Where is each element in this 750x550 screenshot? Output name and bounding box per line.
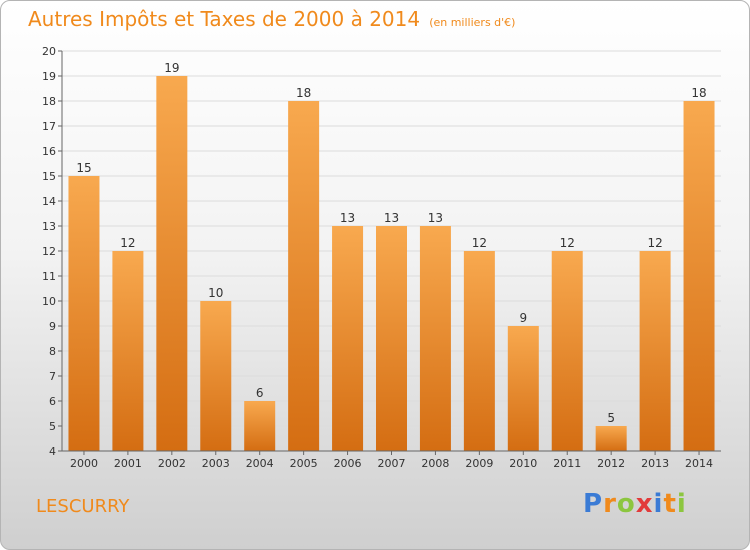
y-tick-label: 8 [49, 345, 56, 358]
x-tick-labels: 2000 2001 2002 2003 2004 2005 2006 2007 2008 2009… [70, 457, 713, 470]
axes [58, 50, 721, 455]
bar [156, 76, 188, 451]
x-tick-label: 2007 [378, 457, 406, 470]
bar-value-label: 12 [472, 236, 487, 250]
x-tick-label: 2010 [509, 457, 537, 470]
x-tick-label: 2008 [421, 457, 449, 470]
logo-letter: i [676, 489, 687, 519]
bar [507, 326, 539, 451]
bar-value-label: 6 [256, 386, 264, 400]
bar-value-label: 18 [296, 86, 311, 100]
place-name: LESCURRY [36, 496, 130, 517]
x-tick-label: 2006 [334, 457, 362, 470]
bar [683, 101, 715, 451]
bar [288, 101, 320, 451]
y-tick-label: 6 [49, 395, 56, 408]
chart-title: Autres Impôts et Taxes de 2000 à 2014 [28, 7, 421, 31]
y-tick-label: 14 [42, 195, 56, 208]
y-tick-label: 5 [49, 420, 56, 433]
y-tick-label: 19 [42, 70, 56, 83]
bar-value-label: 15 [76, 161, 91, 175]
y-tick-label: 17 [42, 120, 56, 133]
bar-value-label: 19 [164, 61, 179, 75]
chart-subtitle: (en milliers d'€) [429, 16, 516, 29]
bar [419, 226, 451, 451]
logo-letter: i [653, 489, 664, 519]
bar-value-label: 10 [208, 286, 223, 300]
y-tick-labels: 4 5 6 7 8 9 10 11 12 13 14 15 16 17 18 19 20 [42, 45, 56, 458]
y-tick-label: 20 [42, 45, 56, 58]
bar [244, 401, 276, 451]
bar-value-label: 13 [340, 211, 355, 225]
logo-letter: o [616, 489, 636, 519]
bar-value-label: 12 [560, 236, 575, 250]
x-tick-label: 2003 [202, 457, 230, 470]
logo-letter: r [603, 489, 617, 519]
logo-letter: P [583, 489, 604, 519]
bar [332, 226, 364, 451]
chart-title-group: Autres Impôts et Taxes de 2000 à 2014 (e… [28, 7, 515, 31]
bar [200, 301, 232, 451]
bar-value-label: 12 [120, 236, 135, 250]
x-tick-label: 2013 [641, 457, 669, 470]
y-tick-label: 18 [42, 95, 56, 108]
x-tick-label: 2000 [70, 457, 98, 470]
bar [112, 251, 144, 451]
x-tick-label: 2001 [114, 457, 142, 470]
bar [595, 426, 627, 451]
bars [68, 76, 715, 451]
y-tick-label: 16 [42, 145, 56, 158]
x-tick-label: 2014 [685, 457, 713, 470]
bar-value-label: 18 [691, 86, 706, 100]
x-tick-label: 2002 [158, 457, 186, 470]
bar-value-label: 13 [428, 211, 443, 225]
bar [376, 226, 407, 451]
x-tick-label: 2009 [465, 457, 493, 470]
bar [551, 251, 583, 451]
bar [68, 176, 100, 451]
y-tick-label: 11 [42, 270, 56, 283]
y-tick-label: 13 [42, 220, 56, 233]
proxiti-logo[interactable]: Proxiti [583, 489, 687, 519]
logo-letter: t [663, 489, 677, 519]
y-tick-label: 15 [42, 170, 56, 183]
bar-value-label: 5 [607, 411, 615, 425]
bar [463, 251, 495, 451]
bar-value-label: 12 [647, 236, 662, 250]
bar-value-label: 9 [519, 311, 527, 325]
x-tick-label: 2012 [597, 457, 625, 470]
y-tick-label: 9 [49, 320, 56, 333]
bar-value-label: 13 [384, 211, 399, 225]
logo-letter: x [635, 489, 654, 519]
x-tick-label: 2011 [553, 457, 581, 470]
y-tick-label: 4 [49, 445, 56, 458]
y-tick-label: 12 [42, 245, 56, 258]
y-tick-label: 10 [42, 295, 56, 308]
x-tick-label: 2005 [290, 457, 318, 470]
bar [639, 251, 671, 451]
x-tick-label: 2004 [246, 457, 274, 470]
y-tick-label: 7 [49, 370, 56, 383]
value-labels: 15 12 19 10 6 18 13 13 13 12 9 12 5 12 18 [76, 61, 706, 425]
